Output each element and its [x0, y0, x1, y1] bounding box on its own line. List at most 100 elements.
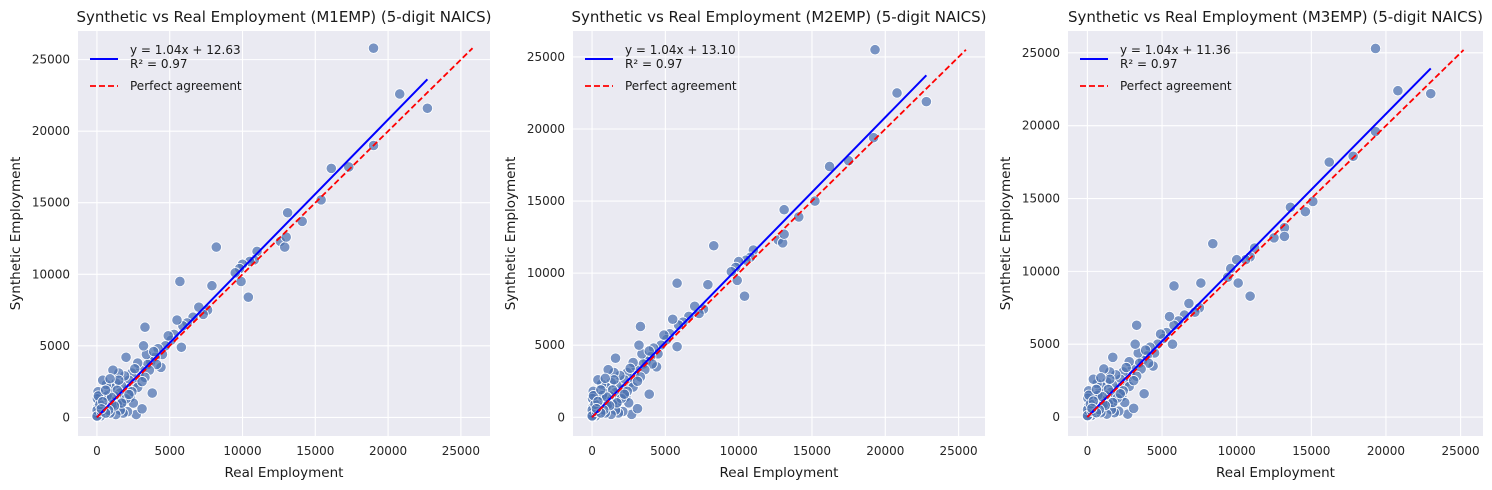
data-point	[1207, 238, 1219, 250]
data-point	[162, 330, 174, 342]
perfect-agreement-line	[96, 47, 474, 419]
data-point	[171, 314, 183, 326]
data-point	[175, 341, 187, 353]
y-tick-label: 25000	[527, 50, 565, 64]
data-point	[731, 274, 743, 286]
y-tick-label: 20000	[32, 124, 70, 138]
data-point	[631, 403, 644, 415]
data-point	[1369, 42, 1382, 55]
y-tick-label: 5000	[1029, 337, 1060, 351]
chart-title: Synthetic vs Real Employment (M3EMP) (5-…	[1068, 8, 1483, 26]
data-point	[1222, 271, 1234, 283]
data-point	[634, 320, 647, 333]
data-point	[1138, 388, 1150, 400]
x-tick-label: 5000	[154, 444, 185, 458]
data-point	[1131, 319, 1143, 331]
data-point	[136, 403, 148, 415]
x-tick-label: 20000	[1367, 444, 1405, 458]
data-point	[136, 376, 148, 388]
data-point	[595, 384, 607, 396]
data-point	[1128, 402, 1140, 414]
x-tick-label: 5000	[1147, 444, 1178, 458]
data-point	[104, 373, 116, 385]
fit-line	[1086, 67, 1432, 418]
data-point	[174, 275, 186, 288]
data-point	[1120, 361, 1132, 374]
x-tick-label: 20000	[369, 444, 407, 458]
x-tick-label: 0	[93, 444, 101, 458]
data-point	[1168, 319, 1180, 331]
data-point	[778, 228, 790, 240]
data-point	[599, 372, 611, 384]
x-tick-label: 10000	[223, 444, 261, 458]
data-point	[137, 340, 150, 352]
x-tick-label: 15000	[793, 444, 831, 458]
y-tick-label: 25000	[32, 53, 70, 67]
y-tick-label: 15000	[1022, 192, 1060, 206]
data-point	[1129, 338, 1141, 350]
y-tick-label: 5000	[39, 339, 70, 353]
data-point	[823, 160, 836, 173]
data-point	[643, 345, 655, 357]
fit-line	[96, 78, 429, 418]
data-point	[129, 363, 141, 375]
data-point	[325, 162, 337, 174]
chart-panel-3: 0 5000 10000 15000 20000 25000 0 5000 10000 15000…	[998, 8, 1483, 481]
data-point	[139, 321, 151, 333]
data-point	[867, 132, 880, 144]
chart-title: Synthetic vs Real Employment (M2EMP) (5-…	[572, 8, 987, 26]
data-point	[146, 387, 158, 399]
data-point	[1166, 338, 1179, 350]
data-point	[891, 87, 903, 99]
x-tick-label: 20000	[866, 444, 904, 458]
data-point	[809, 195, 821, 207]
fit-line	[591, 74, 928, 418]
perfect-agreement-line	[1086, 49, 1465, 418]
data-point	[920, 96, 932, 108]
data-point	[1154, 328, 1167, 340]
x-tick-label: 10000	[720, 444, 758, 458]
data-point	[1195, 277, 1207, 289]
data-point	[609, 352, 622, 364]
y-tick-label: 15000	[32, 196, 70, 210]
data-point	[1114, 388, 1126, 400]
data-point	[1284, 201, 1297, 213]
x-tick-label: 15000	[1292, 444, 1330, 458]
y-tick-label: 0	[557, 410, 565, 424]
data-point	[1107, 351, 1119, 363]
legend-fit-equation: y = 1.04x + 12.63	[130, 43, 241, 57]
data-point	[279, 241, 291, 253]
data-point	[367, 42, 380, 54]
x-tick-label: 0	[588, 444, 596, 458]
data-point	[1425, 88, 1437, 100]
legend-fit-equation: y = 1.04x + 11.36	[1120, 43, 1231, 57]
data-point	[725, 266, 737, 278]
data-point	[1299, 206, 1311, 218]
data-point	[1168, 280, 1180, 292]
data-point	[778, 204, 790, 216]
data-point	[689, 300, 701, 312]
x-axis-label: Real Employment	[720, 465, 839, 481]
data-point	[100, 384, 112, 396]
legend-fit-equation: y = 1.04x + 13.10	[625, 43, 736, 57]
y-tick-label: 10000	[1022, 264, 1060, 278]
x-tick-label: 25000	[442, 444, 480, 458]
data-point	[120, 351, 132, 363]
data-point	[1095, 372, 1107, 384]
data-point	[123, 388, 135, 401]
data-point	[702, 279, 714, 291]
legend-identity-label: Perfect agreement	[1120, 79, 1232, 93]
y-tick-label: 25000	[1022, 46, 1060, 60]
legend-fit-r2: R² = 0.97	[130, 57, 188, 71]
legend-identity-label: Perfect agreement	[625, 79, 737, 93]
data-point	[1163, 310, 1176, 323]
y-tick-label: 0	[62, 410, 70, 424]
y-axis-label: Synthetic Employment	[998, 157, 1014, 311]
data-point	[624, 362, 636, 374]
x-tick-label: 15000	[296, 444, 334, 458]
data-point	[282, 207, 294, 219]
data-point	[242, 291, 254, 303]
